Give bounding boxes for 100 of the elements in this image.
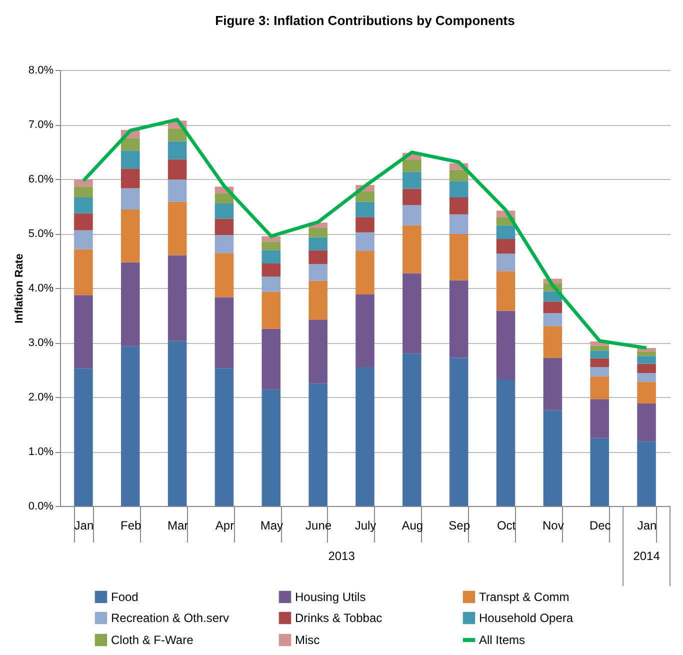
bar bbox=[308, 320, 328, 384]
bar bbox=[496, 380, 516, 506]
bar bbox=[356, 202, 374, 218]
bar bbox=[74, 249, 93, 296]
bar bbox=[496, 238, 516, 254]
bar bbox=[74, 186, 93, 198]
bar bbox=[402, 159, 422, 172]
bar bbox=[214, 218, 234, 236]
bar bbox=[74, 295, 93, 368]
bar bbox=[590, 358, 609, 368]
legend-label: Misc bbox=[295, 633, 320, 647]
bar bbox=[168, 141, 187, 160]
bar bbox=[402, 225, 422, 274]
bar bbox=[543, 313, 562, 326]
bar bbox=[543, 302, 562, 314]
bar bbox=[402, 273, 422, 354]
bar bbox=[168, 202, 187, 256]
bar bbox=[637, 351, 656, 356]
bar bbox=[356, 294, 374, 368]
bar bbox=[262, 328, 281, 390]
line-series bbox=[82, 118, 648, 350]
bar bbox=[590, 350, 609, 358]
bar bbox=[356, 250, 374, 295]
legend-label: Recreation & Oth.serv bbox=[111, 611, 230, 625]
bar bbox=[121, 210, 140, 262]
x-tick-label: Dec bbox=[589, 518, 611, 532]
y-tick-label: 1.0% bbox=[28, 446, 54, 458]
bar bbox=[121, 168, 140, 188]
bar bbox=[356, 232, 374, 251]
bar bbox=[168, 255, 187, 341]
legend-label: Transpt & Comm bbox=[479, 590, 570, 604]
bar bbox=[543, 410, 562, 506]
bar bbox=[262, 250, 281, 264]
bar bbox=[496, 254, 516, 272]
bar bbox=[168, 128, 187, 142]
bar bbox=[74, 213, 93, 230]
bar bbox=[449, 280, 468, 358]
bar bbox=[637, 441, 656, 506]
x-tick-label: Aug bbox=[402, 518, 424, 532]
bar bbox=[496, 271, 516, 311]
text: 2013 bbox=[328, 549, 356, 563]
bar bbox=[637, 364, 656, 374]
bar bbox=[590, 367, 609, 376]
y-tick-label: 7.0% bbox=[28, 119, 54, 131]
x-tick-label: Feb bbox=[120, 518, 142, 532]
bar bbox=[308, 280, 328, 320]
bar bbox=[356, 192, 374, 202]
text: 2014 bbox=[633, 549, 660, 563]
bar bbox=[308, 237, 328, 250]
bar bbox=[449, 358, 468, 506]
bar bbox=[74, 230, 93, 250]
legend-label: Drinks & Tobbac bbox=[295, 611, 382, 625]
bar bbox=[74, 368, 93, 506]
bar bbox=[543, 358, 562, 410]
x-tick-label: Jan bbox=[637, 518, 657, 532]
y-axis-title: Inflation Rate bbox=[13, 254, 26, 324]
bar bbox=[262, 292, 281, 329]
bar bbox=[308, 264, 328, 281]
y-tick-label: 8.0% bbox=[28, 64, 54, 76]
legend-label: Cloth & F-Ware bbox=[111, 633, 194, 647]
bar bbox=[356, 367, 374, 506]
bar bbox=[262, 276, 281, 292]
bar bbox=[308, 250, 328, 264]
x-tick-label: Sep bbox=[448, 518, 470, 532]
bar bbox=[214, 368, 234, 506]
bar bbox=[449, 170, 468, 182]
bar bbox=[402, 353, 422, 506]
bar bbox=[356, 217, 374, 232]
bar bbox=[168, 159, 187, 180]
bar bbox=[449, 181, 468, 198]
bar bbox=[214, 193, 234, 204]
bar bbox=[590, 376, 609, 400]
bar bbox=[637, 373, 656, 382]
x-tick-label: July bbox=[354, 518, 376, 532]
bar bbox=[121, 346, 140, 506]
legend-label: All Items bbox=[479, 633, 526, 647]
bar bbox=[402, 172, 422, 189]
bar bbox=[121, 138, 140, 151]
bar bbox=[543, 326, 562, 358]
bar bbox=[308, 383, 328, 506]
bar bbox=[262, 242, 281, 250]
y-tick-label: 6.0% bbox=[28, 174, 54, 186]
x-tick-label: May bbox=[260, 518, 283, 532]
bar bbox=[496, 310, 516, 380]
bar bbox=[637, 356, 656, 364]
legend-label: Housing Utils bbox=[295, 590, 366, 604]
bar bbox=[590, 438, 609, 506]
bar bbox=[121, 150, 140, 169]
bar bbox=[74, 180, 93, 187]
x-tick-label: Oct bbox=[496, 518, 516, 532]
y-tick-label: 0.0% bbox=[28, 500, 54, 512]
y-tick-label: 4.0% bbox=[28, 282, 54, 294]
chart-title: Figure 3: Inflation Contributions by Components bbox=[215, 13, 515, 28]
bar bbox=[449, 234, 468, 280]
x-tick-label: Mar bbox=[167, 518, 188, 532]
y-tick-label: 5.0% bbox=[28, 228, 54, 240]
bar bbox=[168, 180, 187, 202]
bar bbox=[402, 205, 422, 226]
bar bbox=[168, 340, 187, 506]
bar bbox=[262, 263, 281, 277]
